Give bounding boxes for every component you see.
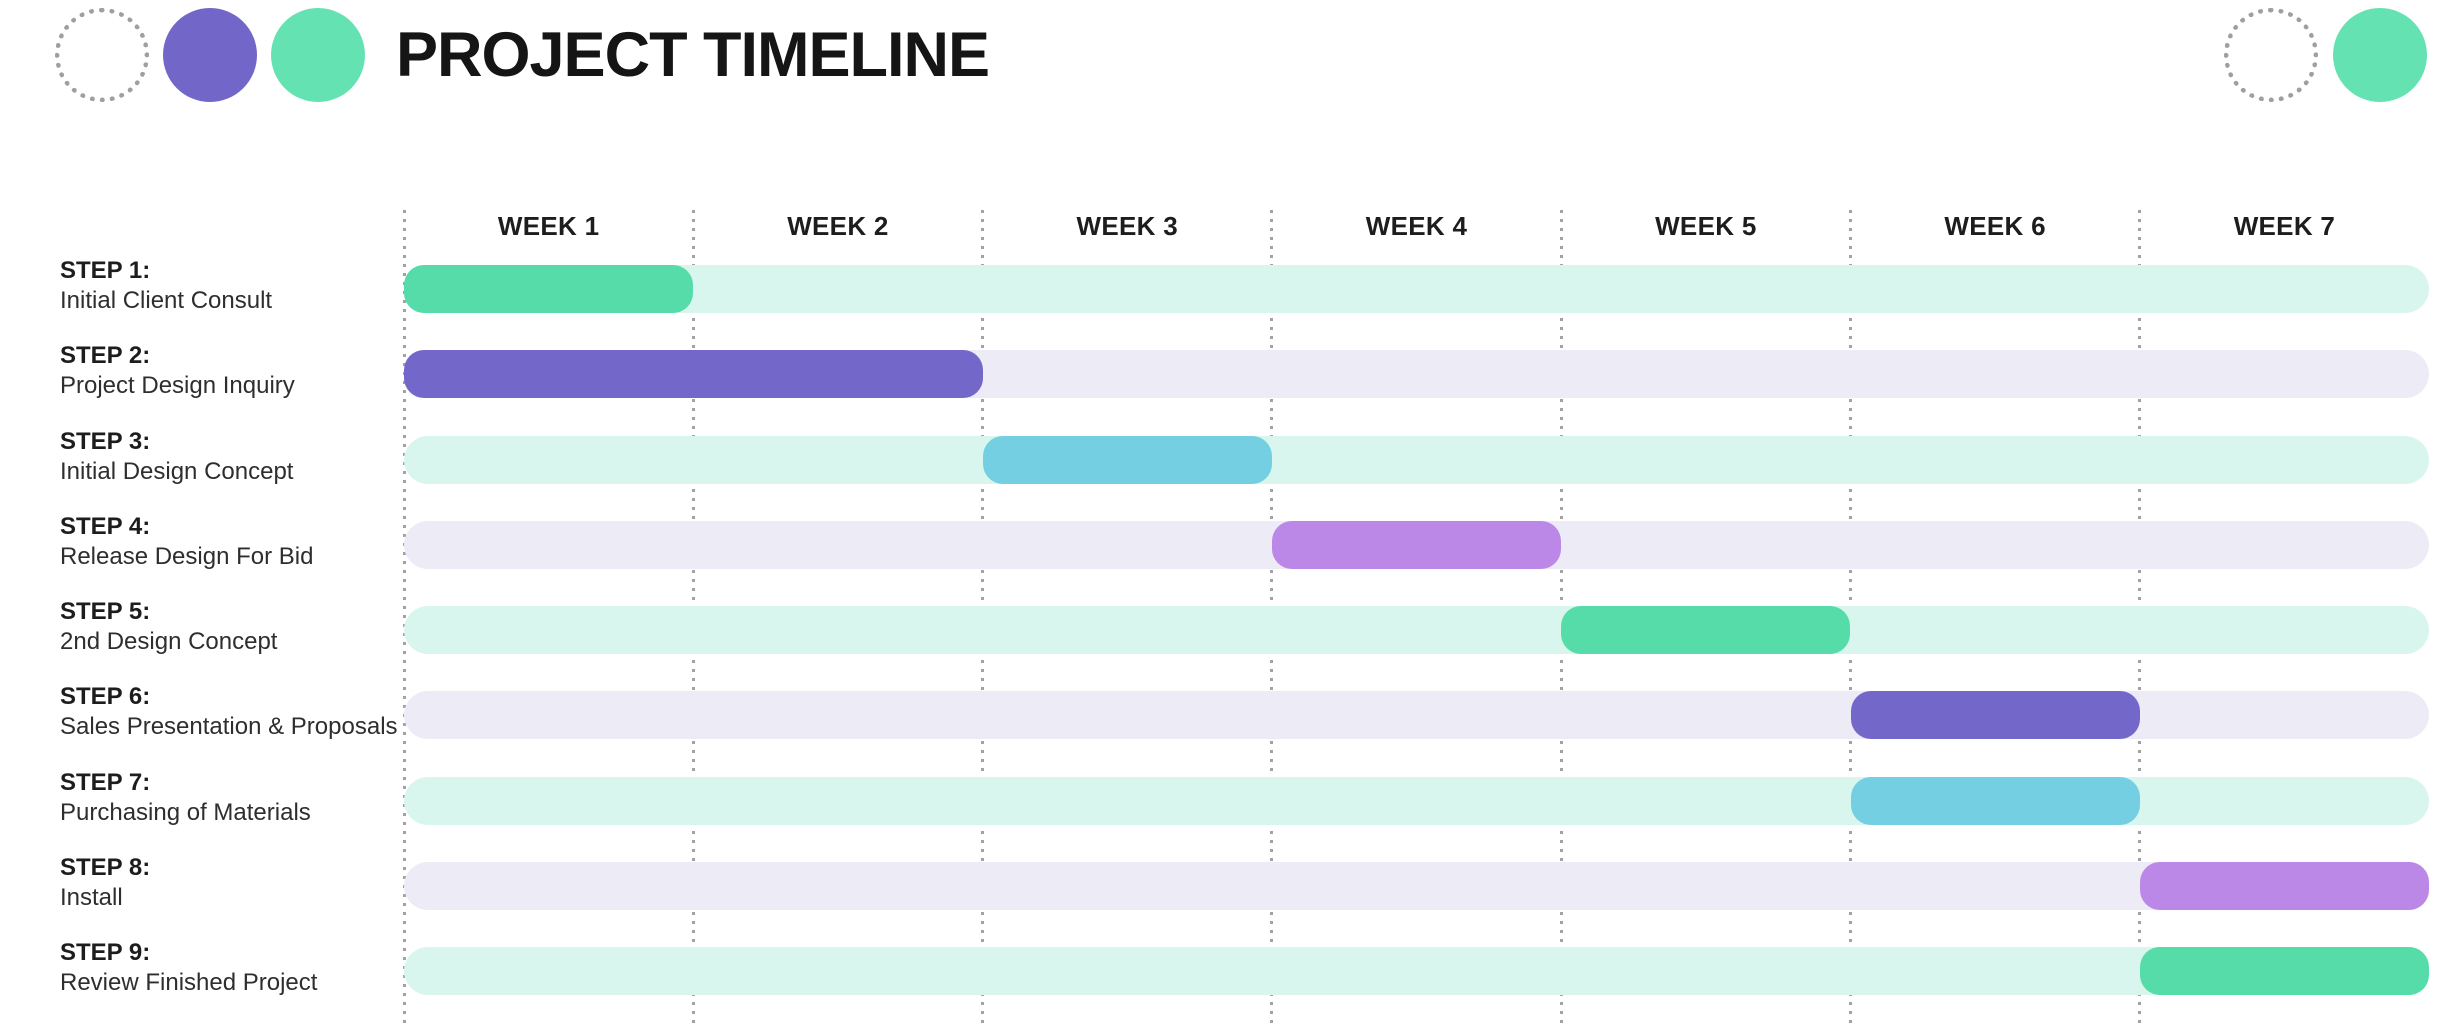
task-bar	[1850, 691, 2140, 740]
task-name: Sales Presentation & Proposals	[60, 713, 398, 741]
decorative-dotted-circle-icon	[55, 8, 149, 102]
week-header-label: WEEK 6	[1944, 211, 2046, 241]
task-label: STEP 6: Sales Presentation & Proposals	[60, 682, 404, 742]
task-label: STEP 5: 2nd Design Concept	[60, 597, 404, 657]
task-step-number: STEP 5:	[60, 598, 151, 625]
task-step-number: STEP 2:	[60, 342, 151, 370]
task-step-number: STEP 6:	[60, 683, 151, 711]
page-title: PROJECT TIMELINE	[396, 20, 990, 90]
task-label: STEP 7: Purchasing of Materials	[60, 768, 404, 828]
task-row: STEP 6: Sales Presentation & Proposals	[0, 683, 2450, 740]
task-track	[404, 861, 2430, 910]
task-name: Review Finished Project	[60, 969, 318, 996]
task-name: 2nd Design Concept	[60, 628, 278, 655]
task-name: Project Design Inquiry	[60, 372, 295, 400]
task-track	[404, 606, 2430, 654]
task-label: STEP 9: Review Finished Project	[60, 938, 404, 998]
week-header-label: WEEK 7	[2233, 211, 2336, 241]
task-bar	[1561, 606, 1851, 654]
task-bar	[982, 435, 1272, 484]
task-row: STEP 8: Install	[0, 854, 2450, 911]
task-step-number: STEP 9:	[60, 939, 151, 966]
task-name: Release Design For Bid	[60, 542, 314, 570]
task-bar	[404, 350, 983, 399]
task-track	[404, 435, 2430, 484]
task-step-number: STEP 4:	[60, 512, 151, 540]
week-header-label: WEEK 1	[497, 211, 600, 241]
task-step-number: STEP 1:	[60, 257, 151, 284]
decorative-purple-circle-icon	[163, 8, 257, 102]
task-row: STEP 1: Initial Client Consult	[0, 257, 2450, 314]
decorative-green-circle-icon	[2333, 8, 2427, 102]
task-bar	[2139, 861, 2430, 910]
task-row: STEP 5: 2nd Design Concept	[0, 598, 2450, 655]
task-label: STEP 3: Initial Design Concept	[60, 427, 404, 487]
task-row: STEP 4: Release Design For Bid	[0, 513, 2450, 570]
week-header-label: WEEK 2	[787, 211, 889, 241]
task-row: STEP 3: Initial Design Concept	[0, 428, 2450, 485]
task-label: STEP 1: Initial Client Consult	[60, 256, 404, 316]
task-row: STEP 9: Review Finished Project	[0, 939, 2450, 996]
task-bar	[1271, 520, 1562, 569]
task-track	[404, 947, 2430, 995]
task-step-number: STEP 3:	[60, 427, 151, 455]
task-row: STEP 7: Purchasing of Materials	[0, 769, 2450, 826]
task-name: Purchasing of Materials	[60, 798, 311, 826]
week-boundary-gridline	[402, 210, 406, 1026]
task-row: STEP 2: Project Design Inquiry	[0, 342, 2450, 399]
task-label: STEP 2: Project Design Inquiry	[60, 341, 404, 401]
task-bar	[404, 265, 694, 313]
week-header-label: WEEK 3	[1076, 211, 1178, 241]
decorative-dotted-circle-icon	[2224, 8, 2318, 102]
task-name: Install	[60, 883, 123, 911]
task-name: Initial Client Consult	[60, 287, 273, 314]
task-bar	[2139, 947, 2430, 995]
task-name: Initial Design Concept	[60, 457, 294, 485]
task-bar	[1850, 776, 2140, 825]
week-header-label: WEEK 4	[1365, 211, 1468, 241]
task-step-number: STEP 8:	[60, 853, 151, 881]
task-step-number: STEP 7:	[60, 768, 151, 796]
decorative-green-circle-icon	[271, 8, 365, 102]
week-header-label: WEEK 5	[1655, 211, 1757, 241]
task-label: STEP 8: Install	[60, 853, 404, 913]
task-label: STEP 4: Release Design For Bid	[60, 512, 404, 572]
task-track	[404, 265, 2430, 313]
